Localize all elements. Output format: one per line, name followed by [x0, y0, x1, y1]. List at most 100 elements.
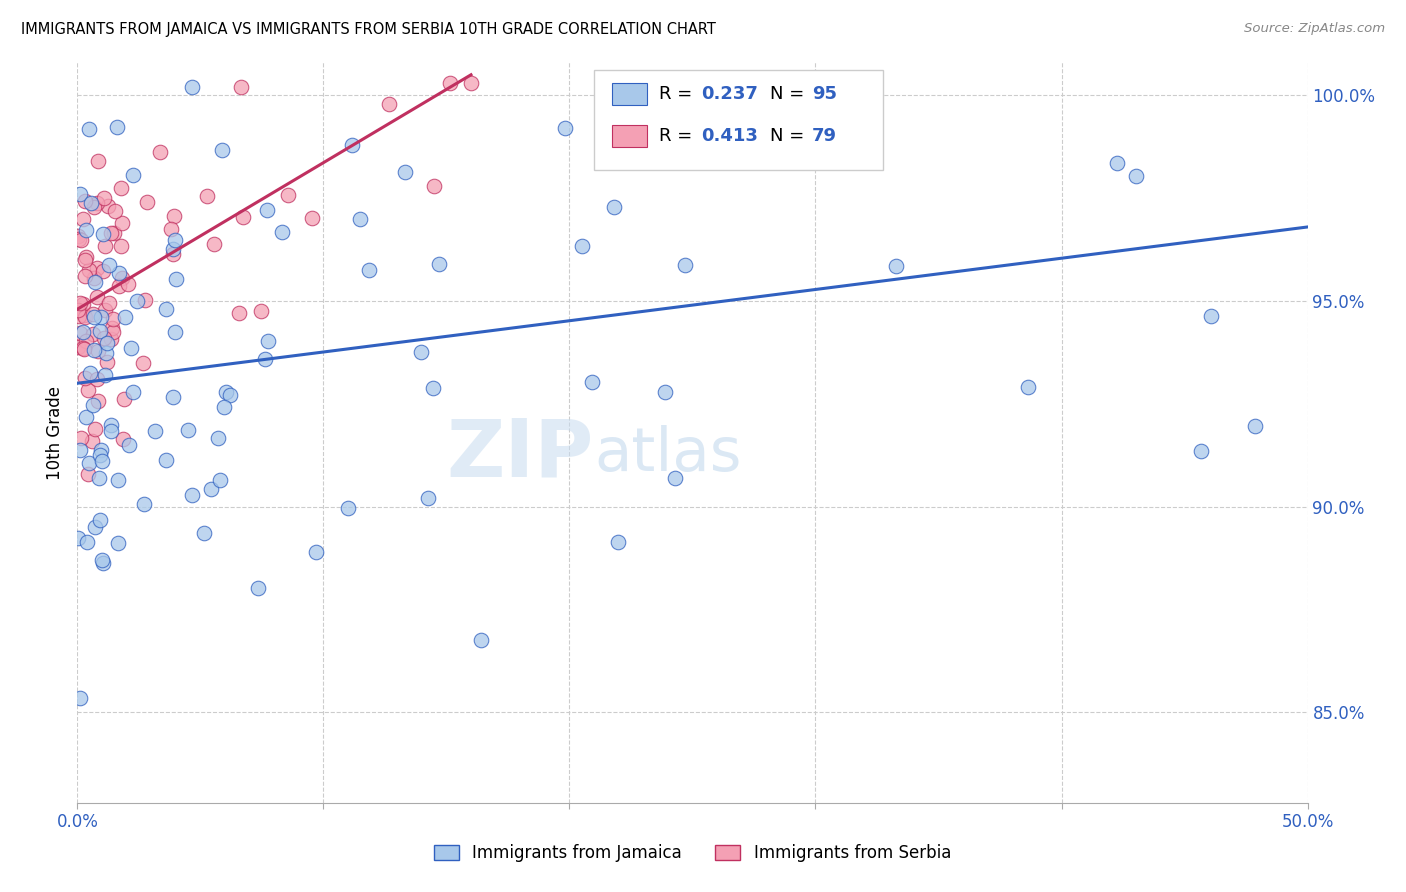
- Point: [91, 556, 114, 570]
- Point: [103, 226, 125, 240]
- Point: [67, 340, 90, 354]
- Point: [76, 467, 98, 481]
- Point: [93, 331, 115, 345]
- Point: [163, 325, 186, 339]
- Point: [554, 120, 576, 135]
- Point: [135, 195, 157, 210]
- Point: [67, 309, 90, 323]
- Point: [101, 320, 124, 334]
- Point: [409, 344, 432, 359]
- Point: [89, 448, 111, 462]
- Point: [73, 342, 96, 356]
- Point: [100, 417, 122, 432]
- Point: [200, 483, 222, 497]
- Point: [96, 355, 118, 369]
- Point: [270, 225, 292, 239]
- Point: [82, 398, 104, 412]
- Text: 79: 79: [811, 127, 837, 145]
- Point: [134, 293, 156, 308]
- Point: [1125, 169, 1147, 183]
- Point: [253, 351, 276, 366]
- FancyBboxPatch shape: [613, 125, 647, 147]
- Point: [89, 324, 111, 338]
- Point: [90, 443, 112, 458]
- Text: atlas: atlas: [595, 425, 741, 484]
- Point: [75, 250, 97, 264]
- Point: [103, 311, 125, 326]
- Point: [69, 296, 91, 310]
- Point: [122, 168, 145, 182]
- Point: [143, 424, 166, 438]
- Point: [195, 189, 218, 203]
- Point: [155, 453, 177, 467]
- Point: [77, 383, 100, 397]
- Y-axis label: 10th Grade: 10th Grade: [46, 385, 65, 480]
- Point: [94, 302, 117, 317]
- Point: [72, 297, 94, 311]
- Point: [359, 263, 381, 277]
- Text: ZIP: ZIP: [447, 416, 595, 494]
- Point: [93, 191, 115, 205]
- Point: [83, 275, 105, 289]
- Point: [97, 296, 120, 310]
- Point: [83, 343, 105, 357]
- Point: [75, 409, 97, 424]
- Point: [72, 341, 94, 355]
- Point: [84, 422, 107, 436]
- Text: IMMIGRANTS FROM JAMAICA VS IMMIGRANTS FROM SERBIA 10TH GRADE CORRELATION CHART: IMMIGRANTS FROM JAMAICA VS IMMIGRANTS FR…: [21, 22, 716, 37]
- Point: [394, 165, 416, 179]
- Point: [67, 232, 90, 246]
- Point: [155, 301, 177, 316]
- Point: [162, 390, 184, 404]
- Point: [97, 259, 120, 273]
- Point: [122, 384, 145, 399]
- Point: [89, 513, 111, 527]
- Point: [75, 334, 97, 348]
- Point: [162, 242, 184, 256]
- Point: [460, 76, 482, 90]
- Point: [87, 393, 110, 408]
- Point: [94, 239, 117, 253]
- FancyBboxPatch shape: [595, 70, 883, 169]
- Point: [110, 180, 132, 194]
- Text: 0.237: 0.237: [702, 86, 758, 103]
- Point: [69, 691, 91, 706]
- Point: [104, 203, 127, 218]
- Point: [70, 431, 93, 445]
- Point: [84, 519, 107, 533]
- Point: [603, 200, 626, 214]
- Point: [91, 553, 114, 567]
- Point: [832, 109, 855, 123]
- Point: [1017, 380, 1039, 394]
- Point: [439, 76, 461, 90]
- Point: [97, 199, 120, 213]
- Point: [72, 326, 94, 340]
- Point: [193, 526, 215, 541]
- Text: 0.413: 0.413: [702, 127, 758, 145]
- Point: [100, 424, 122, 438]
- Text: 95: 95: [811, 86, 837, 103]
- Point: [581, 376, 603, 390]
- Point: [107, 278, 129, 293]
- Text: N =: N =: [770, 127, 810, 145]
- Point: [75, 252, 97, 267]
- Point: [606, 534, 628, 549]
- Point: [342, 137, 364, 152]
- Point: [79, 262, 101, 277]
- Point: [91, 454, 114, 468]
- Point: [654, 384, 676, 399]
- Point: [67, 531, 90, 545]
- Point: [91, 227, 114, 241]
- Point: [110, 239, 132, 253]
- Point: [247, 581, 270, 595]
- Point: [67, 303, 90, 318]
- Point: [1105, 155, 1128, 169]
- Point: [94, 346, 117, 360]
- Point: [69, 442, 91, 457]
- Point: [96, 336, 118, 351]
- Point: [86, 343, 108, 358]
- Point: [177, 423, 200, 437]
- Point: [83, 271, 105, 285]
- Point: [277, 187, 299, 202]
- Point: [107, 536, 129, 550]
